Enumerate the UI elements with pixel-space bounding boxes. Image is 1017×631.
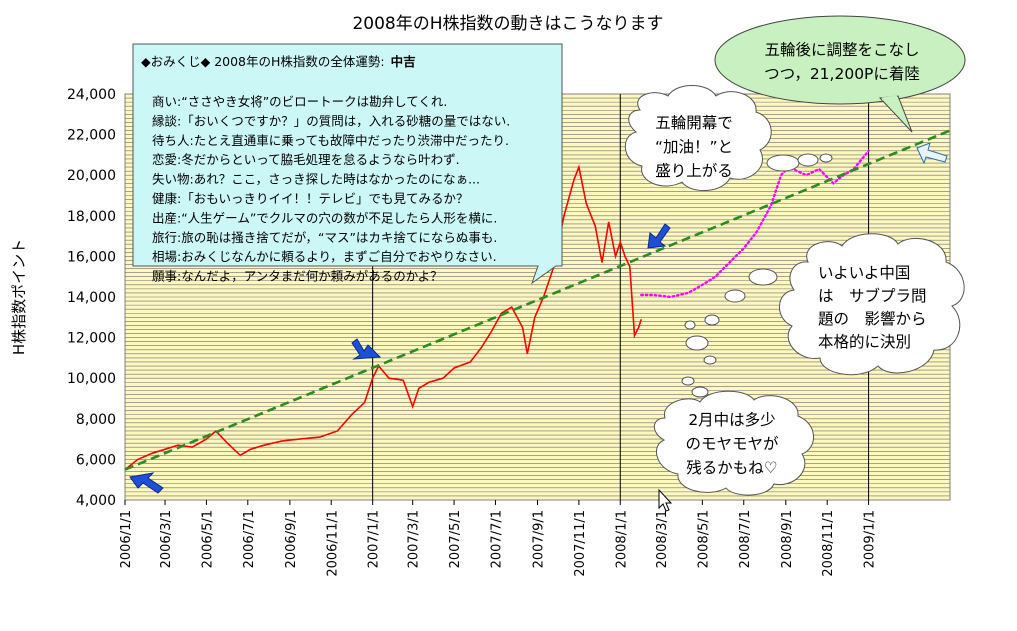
x-axis: 2006/1/1 2006/3/1 2006/5/1 2006/7/1 2006/9/1… — [119, 500, 878, 577]
chart-title: 2008年のH株指数の動きはこうなります — [352, 14, 663, 34]
bubble-line: 2月中は多少 — [688, 411, 775, 429]
x-tick-label: 2008/7/1 — [738, 510, 753, 568]
omikuji-line: 恋愛:冬だからといって脇毛処理を怠るようなら叶わず. — [152, 152, 460, 167]
omikuji-callout: ◆おみくじ◆ 2008年のH株指数の全体運勢: 中吉 商い:“ささやき女将”のビ… — [132, 43, 563, 285]
y-tick-label: 8,000 — [76, 412, 116, 428]
omikuji-line: 願事:なんだよ，アンタまだ何か頼みがあるのかよ？ — [152, 269, 443, 284]
y-tick-label: 4,000 — [76, 493, 116, 509]
y-tick-label: 18,000 — [67, 209, 116, 225]
y-tick-label: 14,000 — [67, 290, 116, 306]
mouse-cursor-icon — [658, 488, 673, 512]
bubble-line: いよいよ中国 — [818, 264, 910, 282]
omikuji-header: ◆おみくじ◆ 2008年のH株指数の全体運勢: 中吉 — [141, 54, 416, 69]
y-tick-label: 10,000 — [67, 371, 116, 387]
x-tick-label: 2006/1/1 — [119, 510, 134, 568]
y-tick-label: 12,000 — [67, 331, 116, 347]
x-tick-label: 2007/9/1 — [532, 510, 547, 568]
bubble-line: 残るかもね♡ — [686, 459, 777, 477]
x-tick-label: 2006/7/1 — [242, 510, 257, 568]
x-tick-label: 2007/3/1 — [407, 510, 422, 568]
bubble-line: は サブプラ問 — [818, 286, 927, 305]
x-tick-label: 2007/7/1 — [489, 510, 504, 568]
y-axis-label: H株指数ポイント — [10, 239, 28, 355]
omikuji-line: 旅行:旅の恥は掻き捨てだが，“マス”はカキ捨てにならぬ事も. — [152, 230, 497, 245]
x-tick-label: 2006/5/1 — [200, 510, 215, 568]
bubble-line: のモヤモヤが — [685, 435, 779, 453]
bubble-line: “加油！”と — [655, 138, 733, 156]
omikuji-line: 失い物:あれ？ここ，さっき探した時はなかったのになぁ... — [152, 172, 480, 187]
omikuji-line: 待ち人:たとえ直通車に乗っても故障中だったり渋滞中だったり. — [152, 133, 509, 148]
y-tick-label: 22,000 — [67, 128, 116, 144]
series-forecast-line — [640, 149, 870, 299]
x-tick-label: 2008/11/1 — [821, 510, 836, 577]
x-tick-label: 2008/1/1 — [614, 510, 629, 568]
omikuji-line: 縁談:「おいくつですか？」の質問は，入れる砂糖の量ではない. — [152, 113, 510, 128]
omikuji-line: 商い:“ささやき女将”のビロートークは勘弁してくれ. — [152, 94, 447, 109]
omikuji-line: 出産:“人生ゲーム”でクルマの穴の数が不足したら人形を横に. — [152, 210, 497, 225]
bubble-line: 本格的に決別 — [818, 333, 911, 351]
x-tick-label: 2008/3/1 — [655, 510, 670, 568]
series-trend-line — [124, 129, 951, 471]
bubble-line: 盛り上がる — [655, 162, 733, 180]
bubble-line: 題の 影響から — [818, 310, 927, 328]
y-axis: 4,000 6,000 8,000 10,000 12,000 14,000 16,000 1… — [67, 87, 116, 509]
x-tick-label: 2007/11/1 — [573, 510, 588, 577]
arrow-marker-start — [129, 472, 164, 494]
omikuji-line: 相場:おみくじなんかに頼るより，まずご自分でおやりなさい. — [152, 249, 497, 264]
series-actual-line — [124, 164, 643, 471]
x-tick-label: 2006/11/1 — [325, 510, 340, 577]
arrow-marker-2008 — [647, 223, 671, 249]
omikuji-line: 健康:「おもいっきりイイ！！テレビ」でも見てみるか？ — [152, 191, 468, 206]
y-tick-label: 24,000 — [67, 87, 116, 103]
arrow-marker-2007 — [351, 338, 382, 360]
omikuji-lines: 商い:“ささやき女将”のビロートークは勘弁してくれ. 縁談:「おいくつですか？」の… — [152, 94, 510, 284]
y-tick-label: 6,000 — [76, 452, 116, 468]
x-tick-label: 2007/5/1 — [448, 510, 463, 568]
bubble-line: 五輪後に調整をこなし — [764, 41, 919, 59]
y-tick-label: 20,000 — [67, 168, 116, 184]
x-tick-label: 2008/9/1 — [780, 510, 795, 568]
bubble-line: つつ，21,200Pに着陸 — [764, 65, 920, 83]
y-tick-label: 16,000 — [67, 249, 116, 265]
x-tick-label: 2009/1/1 — [863, 510, 878, 568]
x-tick-label: 2006/9/1 — [284, 510, 299, 568]
x-tick-label: 2007/1/1 — [367, 510, 382, 568]
bubble-line: 五輪開幕で — [655, 114, 733, 132]
x-tick-label: 2006/3/1 — [159, 510, 174, 568]
series-group — [124, 129, 951, 471]
x-tick-label: 2008/5/1 — [696, 510, 711, 568]
arrow-marker-target — [916, 142, 948, 165]
